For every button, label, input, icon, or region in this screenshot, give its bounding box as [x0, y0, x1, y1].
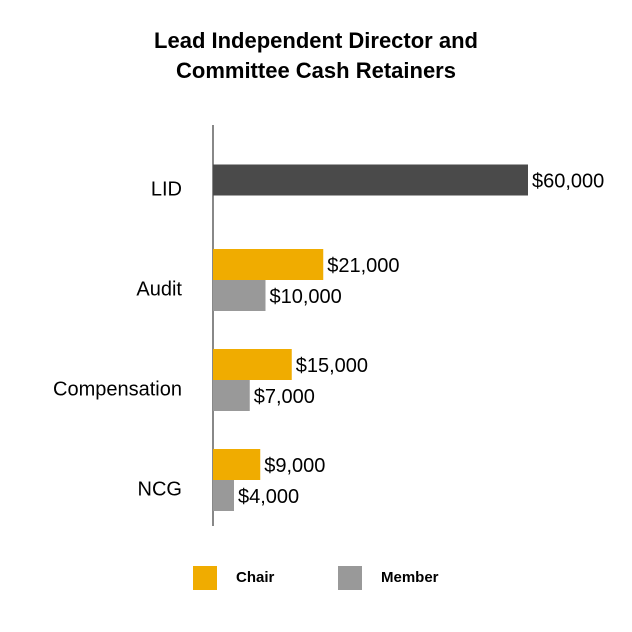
bar [213, 280, 266, 311]
bar [213, 164, 528, 196]
value-label: $21,000 [327, 255, 399, 277]
bar [213, 249, 324, 280]
bar [213, 349, 292, 380]
bar [213, 380, 250, 411]
value-label: $4,000 [238, 486, 299, 508]
category-label: Compensation [53, 378, 182, 400]
category-label: NCG [138, 478, 182, 500]
value-label: $10,000 [270, 286, 342, 308]
value-label: $60,000 [532, 170, 604, 192]
category-label: LID [151, 178, 182, 200]
legend-swatch [338, 566, 362, 590]
category-label: Audit [136, 278, 182, 300]
legend-swatch [193, 566, 217, 590]
chart-title: Lead Independent Director and Committee C… [154, 28, 478, 83]
value-label: $15,000 [296, 355, 368, 377]
bar [213, 480, 234, 511]
value-label: $9,000 [264, 455, 325, 477]
legend-label: Member [381, 569, 439, 586]
value-label: $7,000 [254, 386, 315, 408]
bar [213, 449, 261, 480]
legend-label: Chair [236, 569, 275, 586]
